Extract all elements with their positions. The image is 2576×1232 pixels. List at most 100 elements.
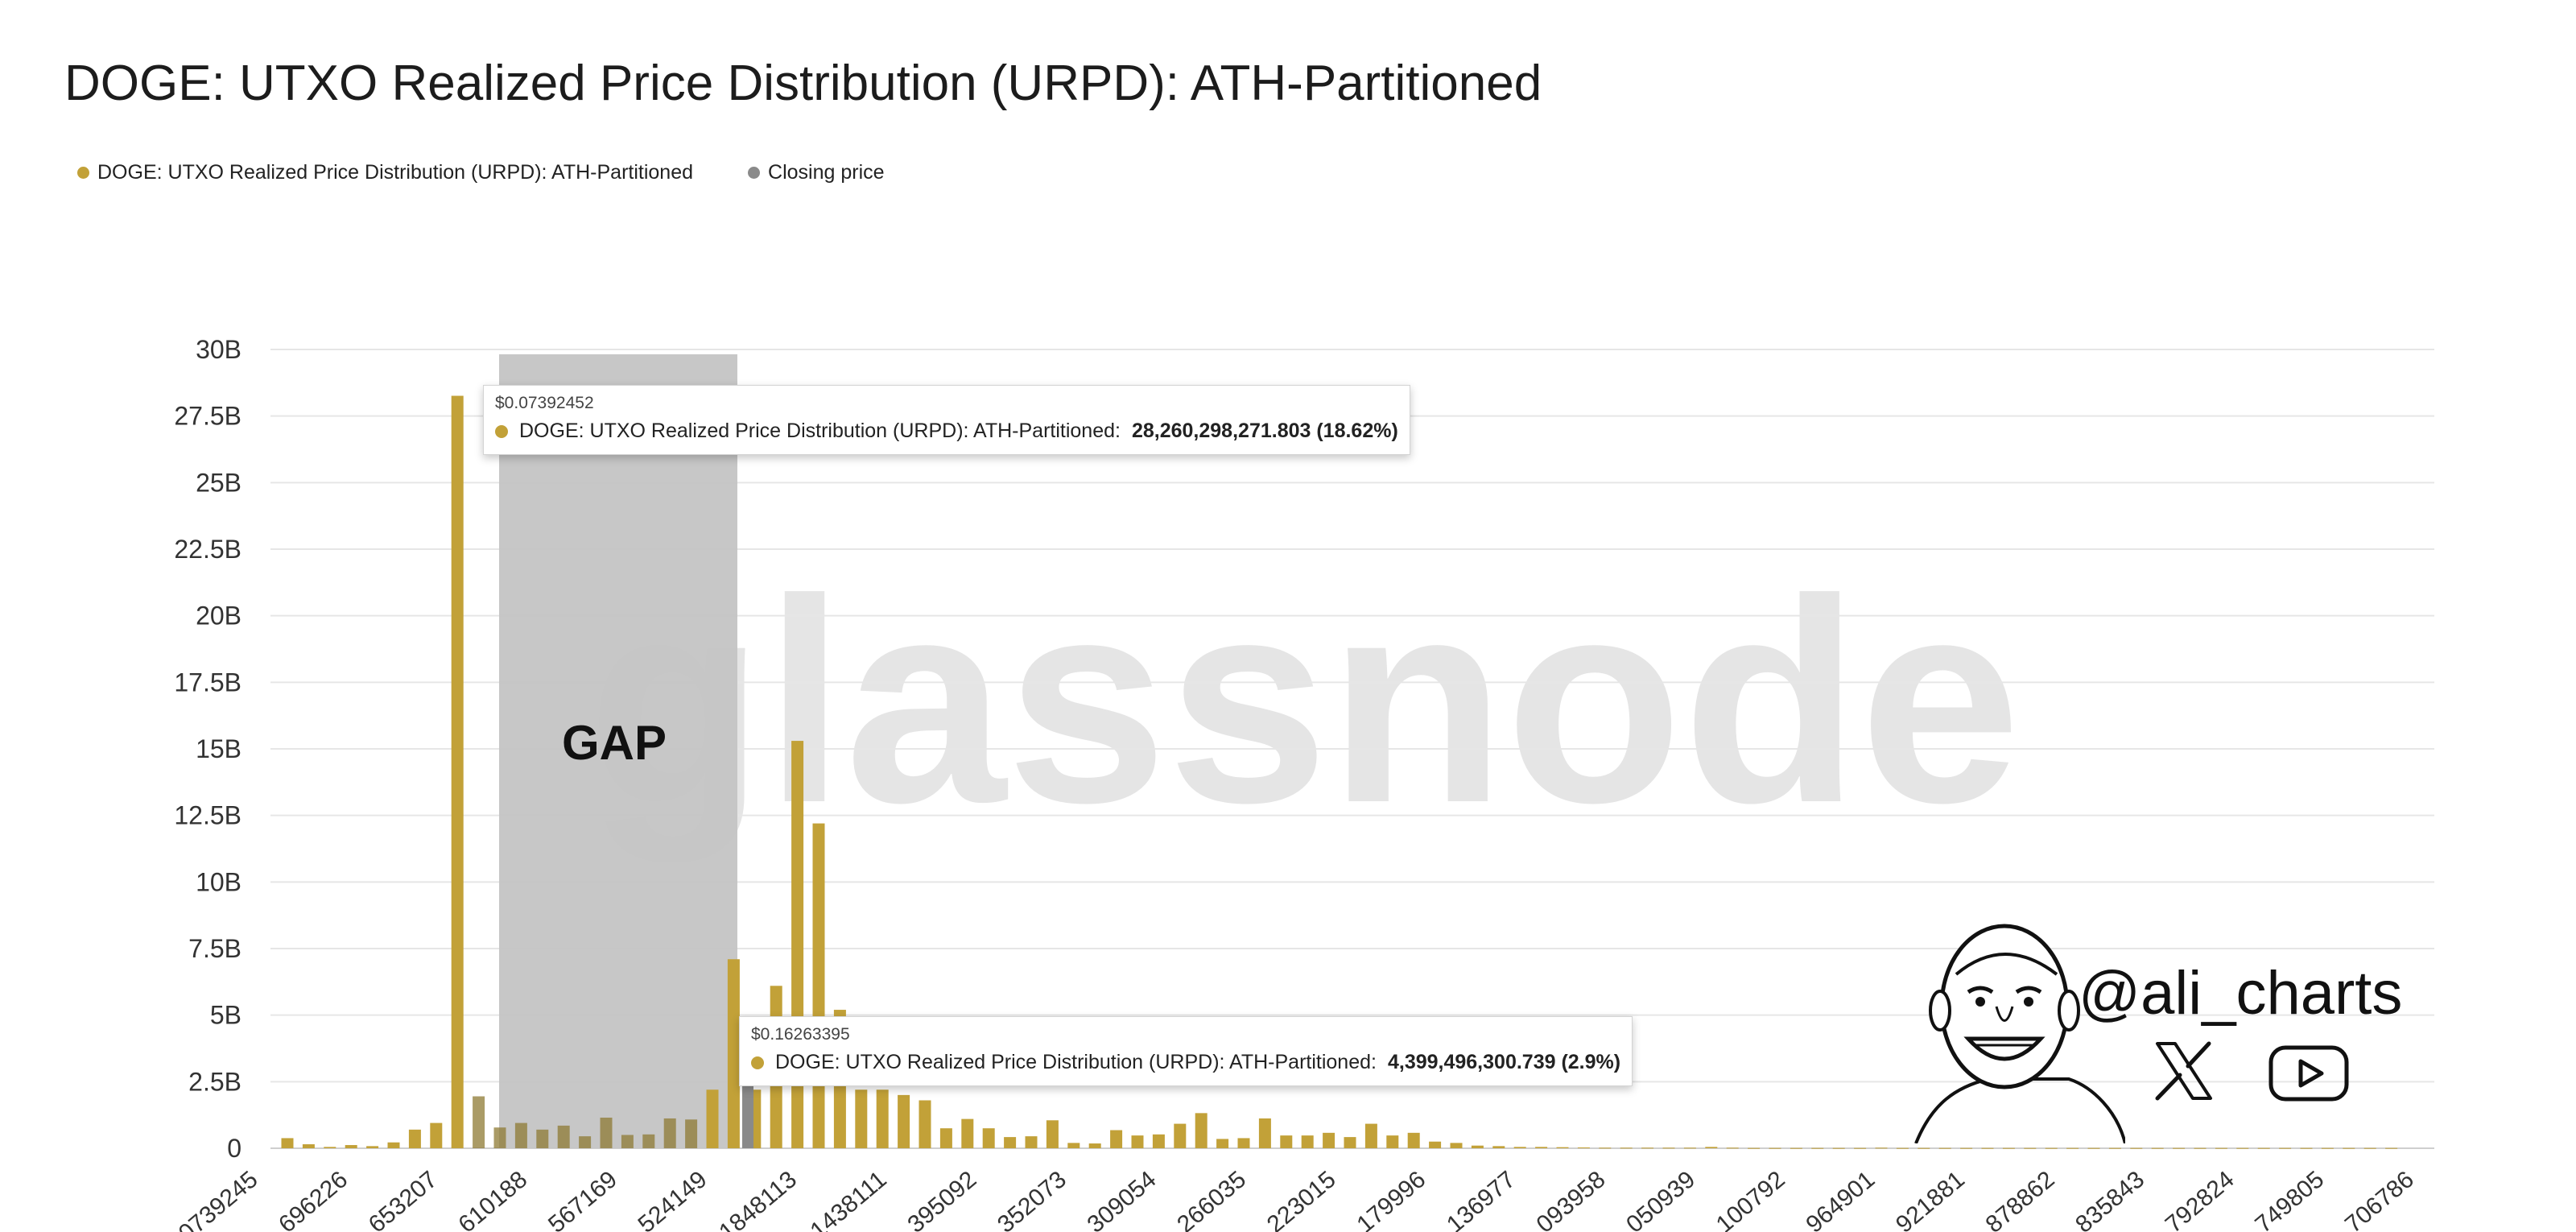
bar[interactable] <box>621 1135 634 1148</box>
bar[interactable] <box>2321 1147 2334 1149</box>
bar[interactable] <box>1046 1120 1059 1148</box>
bar[interactable] <box>2108 1147 2121 1149</box>
bar[interactable] <box>1705 1147 1718 1148</box>
bar[interactable] <box>2215 1147 2227 1149</box>
bar[interactable] <box>536 1129 549 1148</box>
bar[interactable] <box>2002 1147 2015 1149</box>
bar[interactable] <box>1450 1143 1463 1148</box>
bar[interactable] <box>663 1118 676 1148</box>
bar[interactable] <box>2087 1147 2100 1149</box>
bar[interactable] <box>791 741 804 1148</box>
bar[interactable] <box>2066 1147 2079 1149</box>
bar[interactable] <box>2363 1147 2376 1149</box>
bar[interactable] <box>1556 1147 1569 1148</box>
bar[interactable] <box>727 959 740 1148</box>
bar[interactable] <box>1237 1138 1250 1148</box>
bar[interactable] <box>706 1089 719 1148</box>
bar[interactable] <box>1535 1147 1548 1148</box>
bar[interactable] <box>1004 1137 1017 1148</box>
bar[interactable] <box>1152 1134 1165 1148</box>
bar[interactable] <box>1492 1146 1505 1148</box>
bar[interactable] <box>982 1128 995 1148</box>
x-logo-icon[interactable] <box>2151 1039 2215 1103</box>
bar[interactable] <box>2300 1147 2313 1149</box>
bar[interactable] <box>1811 1147 1824 1149</box>
legend-item-urpd[interactable]: DOGE: UTXO Realized Price Distribution (… <box>77 161 693 184</box>
bar[interactable] <box>2024 1147 2037 1149</box>
bar[interactable] <box>685 1119 698 1148</box>
bar[interactable] <box>1938 1147 1951 1149</box>
bar[interactable] <box>939 1128 952 1148</box>
bar[interactable] <box>1662 1147 1675 1149</box>
bar[interactable] <box>2257 1147 2270 1149</box>
bar[interactable] <box>302 1144 315 1148</box>
bar[interactable] <box>1386 1135 1399 1148</box>
bar[interactable] <box>1896 1147 1909 1149</box>
bar[interactable] <box>493 1127 506 1148</box>
bar[interactable] <box>2151 1147 2164 1149</box>
bar[interactable] <box>514 1122 527 1148</box>
bar[interactable] <box>557 1125 570 1148</box>
bar[interactable] <box>1195 1113 1208 1148</box>
bar[interactable] <box>1280 1135 1293 1148</box>
bar[interactable] <box>1174 1123 1187 1148</box>
bar[interactable] <box>1683 1147 1696 1149</box>
bar[interactable] <box>2130 1147 2143 1149</box>
bar[interactable] <box>1769 1147 1781 1149</box>
bar[interactable] <box>1790 1147 1802 1149</box>
bar[interactable] <box>408 1129 421 1148</box>
bar[interactable] <box>1088 1143 1101 1148</box>
bar[interactable] <box>430 1122 443 1148</box>
bar[interactable] <box>2279 1147 2292 1149</box>
bar[interactable] <box>1854 1147 1867 1149</box>
bar[interactable] <box>1429 1141 1442 1148</box>
bar[interactable] <box>2173 1147 2186 1149</box>
bar[interactable] <box>1344 1137 1356 1148</box>
bar[interactable] <box>2236 1147 2249 1149</box>
bar[interactable] <box>1875 1147 1888 1149</box>
bar[interactable] <box>1407 1132 1420 1148</box>
legend-item-closing-price[interactable]: Closing price <box>748 161 885 184</box>
bar[interactable] <box>387 1142 400 1148</box>
bar[interactable] <box>1364 1123 1377 1148</box>
bar[interactable] <box>1067 1143 1080 1148</box>
bar[interactable] <box>1748 1147 1761 1149</box>
bar[interactable] <box>2045 1147 2058 1149</box>
bar[interactable] <box>1918 1147 1930 1149</box>
bar[interactable] <box>1258 1118 1271 1148</box>
bar[interactable] <box>1131 1135 1144 1148</box>
bar[interactable] <box>451 395 464 1148</box>
bar[interactable] <box>2194 1147 2207 1149</box>
bar[interactable] <box>961 1118 974 1148</box>
bar[interactable] <box>1110 1130 1123 1148</box>
bar[interactable] <box>1641 1147 1654 1149</box>
bar[interactable] <box>642 1134 655 1148</box>
bar[interactable] <box>1471 1145 1484 1148</box>
bar[interactable] <box>600 1117 613 1148</box>
bar[interactable] <box>855 1089 868 1148</box>
bar[interactable] <box>1301 1135 1314 1148</box>
bar[interactable] <box>1832 1147 1845 1149</box>
bar[interactable] <box>2343 1147 2355 1149</box>
bar[interactable] <box>812 823 825 1148</box>
bar[interactable] <box>1599 1147 1612 1149</box>
bar[interactable] <box>876 1089 889 1148</box>
bar[interactable] <box>345 1145 357 1148</box>
bar[interactable] <box>1726 1147 1739 1149</box>
bar[interactable] <box>1981 1147 1994 1149</box>
bar[interactable] <box>919 1100 931 1148</box>
bar[interactable] <box>1025 1136 1038 1148</box>
bar[interactable] <box>473 1096 485 1148</box>
bar[interactable] <box>1620 1147 1633 1149</box>
bar[interactable] <box>281 1138 294 1148</box>
bar[interactable] <box>579 1136 592 1148</box>
bar[interactable] <box>1960 1147 1973 1149</box>
bar[interactable] <box>324 1147 336 1148</box>
bar[interactable] <box>366 1146 379 1148</box>
bar[interactable] <box>1513 1147 1526 1148</box>
bar[interactable] <box>1216 1139 1229 1148</box>
bar[interactable] <box>1577 1147 1590 1149</box>
bar[interactable] <box>1323 1132 1335 1148</box>
bar[interactable] <box>2385 1147 2398 1149</box>
bar[interactable] <box>898 1094 910 1148</box>
